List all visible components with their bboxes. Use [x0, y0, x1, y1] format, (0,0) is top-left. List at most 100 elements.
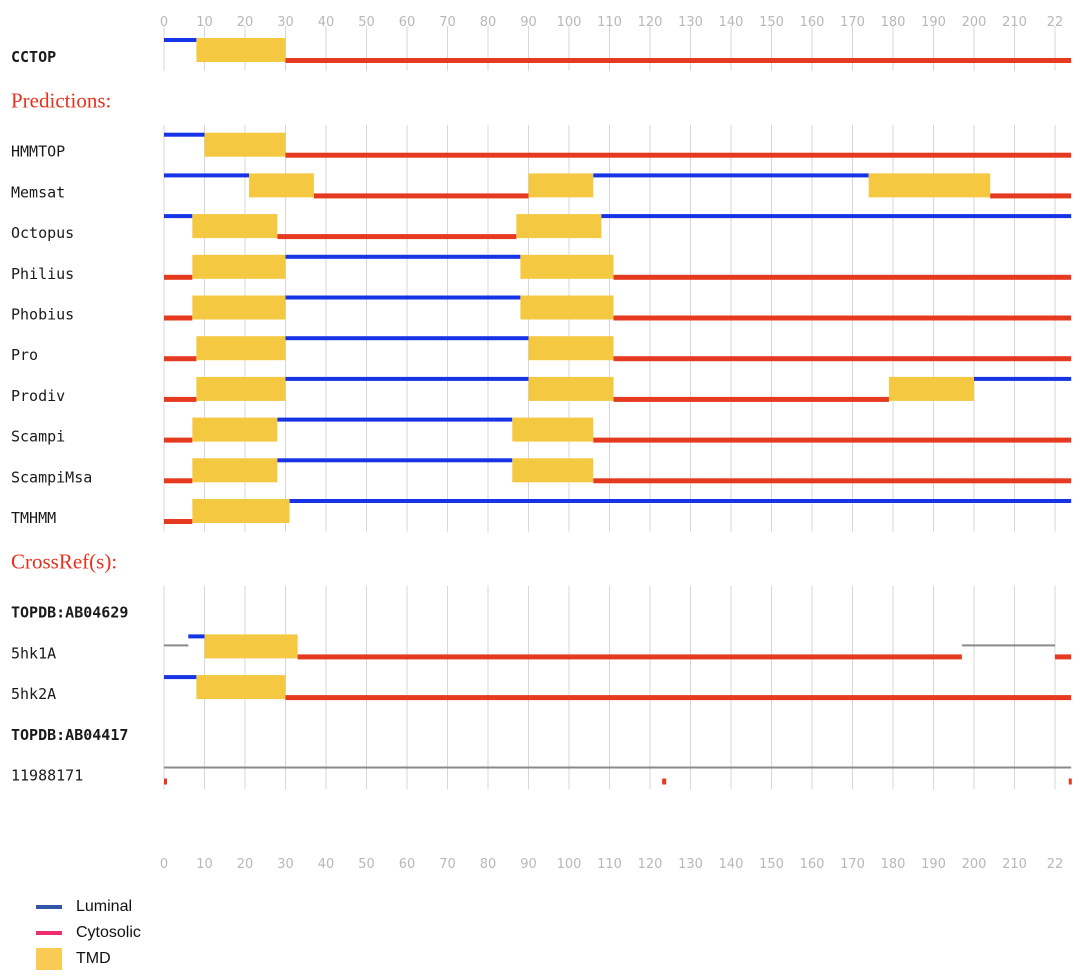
- legend-label-luminal: Luminal: [76, 898, 133, 915]
- cytosolic-segment: [613, 396, 889, 402]
- x-tick-label-bottom: 90: [520, 857, 537, 872]
- x-tick-label-top: 0: [160, 15, 168, 30]
- x-tick-label-bottom: 80: [480, 857, 497, 872]
- x-tick-label-bottom: 0: [160, 857, 168, 872]
- x-tick-label-bottom: 50: [358, 857, 375, 872]
- cytosolic-segment: [164, 519, 193, 524]
- x-tick-label-bottom: 20: [237, 857, 254, 872]
- row-label: 11988171: [11, 767, 83, 785]
- row-label: Memsat: [11, 183, 65, 201]
- luminal-segment: [164, 214, 193, 219]
- tmd-segment: [192, 214, 278, 239]
- row-label: TOPDB:AB04629: [11, 604, 128, 622]
- cytosolic-segment: [297, 654, 962, 660]
- x-tick-label-top: 110: [597, 15, 622, 30]
- topology-chart: 0 10 20 30 40 50 60 70 80 90 100 110 120 130 140 150 160…: [11, 15, 1072, 872]
- row-label: Phobius: [11, 306, 74, 324]
- tmd-segment: [196, 376, 286, 401]
- cytosolic-segment: [593, 437, 1072, 443]
- x-tick-label-bottom: 140: [719, 857, 744, 872]
- section-title: CrossRef(s):: [11, 550, 117, 574]
- row-label: CCTOP: [11, 48, 56, 66]
- luminal-segment: [164, 132, 205, 137]
- tmd-segment: [196, 336, 286, 361]
- row-label: TOPDB:AB04417: [11, 726, 128, 744]
- x-tick-label-bottom: 10: [196, 857, 213, 872]
- luminal-segment: [277, 417, 513, 422]
- x-tick-label-bottom: 70: [439, 857, 456, 872]
- cytosolic-mark: [1068, 778, 1072, 785]
- tmd-segment: [192, 458, 278, 483]
- x-tick-label-bottom: 130: [678, 857, 703, 872]
- section-title: Predictions:: [11, 89, 111, 113]
- luminal-segment: [285, 254, 521, 259]
- tmd-segment: [192, 499, 290, 523]
- cytosolic-segment: [277, 234, 517, 240]
- x-tick-label-top: 190: [921, 15, 946, 30]
- tmd-segment: [516, 214, 602, 239]
- tmd-segment: [204, 132, 286, 157]
- row-label: Pro: [11, 346, 38, 364]
- cytosolic-segment: [285, 152, 1072, 158]
- other-segment: [164, 644, 189, 647]
- luminal-segment: [285, 376, 529, 381]
- x-tick-label-bottom: 40: [318, 857, 335, 872]
- x-tick-label-top: 150: [759, 15, 784, 30]
- x-tick-label-top: 140: [719, 15, 744, 30]
- cytosolic-segment: [285, 58, 1072, 63]
- x-tick-label-bottom: 210: [1002, 857, 1027, 872]
- tmd-segment: [512, 458, 594, 483]
- cytosolic-mark: [662, 778, 667, 785]
- tmd-segment: [520, 295, 614, 320]
- luminal-segment: [974, 376, 1072, 381]
- x-tick-label-top: 100: [557, 15, 582, 30]
- luminal-segment: [164, 38, 197, 42]
- cytosolic-segment: [164, 356, 197, 362]
- x-tick-label-top: 50: [358, 15, 375, 30]
- tmd-segment: [528, 173, 594, 198]
- tmd-segment: [196, 38, 286, 62]
- x-tick-label-top: 180: [881, 15, 906, 30]
- x-tick-label-bottom: 150: [759, 857, 784, 872]
- x-tick-label-bottom: 100: [557, 857, 582, 872]
- x-tick-label-bottom: 190: [921, 857, 946, 872]
- x-tick-label-bottom: 180: [881, 857, 906, 872]
- tmd-segment: [196, 675, 286, 700]
- tmd-segment: [249, 173, 314, 198]
- tmd-segment: [204, 634, 298, 659]
- luminal-segment: [277, 458, 513, 463]
- cytosolic-segment: [613, 315, 1072, 321]
- legend-item-cytosolic: Cytosolic: [36, 920, 141, 946]
- legend: Luminal Cytosolic TMD: [36, 894, 141, 972]
- x-tick-label-top: 130: [678, 15, 703, 30]
- x-tick-label-top: 210: [1002, 15, 1027, 30]
- cytosolic-segment: [1055, 654, 1072, 660]
- tmd-segment: [528, 336, 614, 361]
- tmd-swatch: [36, 948, 62, 970]
- luminal-swatch: [36, 905, 62, 909]
- x-tick-label-top: 60: [399, 15, 416, 30]
- cytosolic-segment: [164, 396, 197, 402]
- x-tick-label-top: 30: [277, 15, 294, 30]
- cytosolic-segment: [285, 695, 1072, 701]
- other-segment: [961, 644, 1055, 647]
- x-tick-label-top: 20: [237, 15, 254, 30]
- cytosolic-segment: [613, 274, 1072, 280]
- cytosolic-segment: [990, 193, 1072, 199]
- row-label: Scampi: [11, 428, 65, 446]
- luminal-segment: [285, 336, 529, 341]
- x-tick-label-bottom: 110: [597, 857, 622, 872]
- x-tick-label-bottom: 60: [399, 857, 416, 872]
- legend-label-cytosolic: Cytosolic: [76, 924, 141, 941]
- row-label: TMHMM: [11, 509, 56, 527]
- x-tick-label-bottom: 170: [840, 857, 865, 872]
- cytosolic-segment: [593, 478, 1072, 484]
- tmd-segment: [192, 417, 278, 442]
- x-tick-label-bottom: 200: [962, 857, 987, 872]
- legend-item-tmd: TMD: [36, 946, 141, 972]
- cytosolic-segment: [164, 315, 193, 321]
- tmd-segment: [868, 173, 991, 198]
- tmd-segment: [520, 254, 614, 279]
- row-label: Prodiv: [11, 387, 65, 405]
- row-label: 5hk1A: [11, 644, 56, 662]
